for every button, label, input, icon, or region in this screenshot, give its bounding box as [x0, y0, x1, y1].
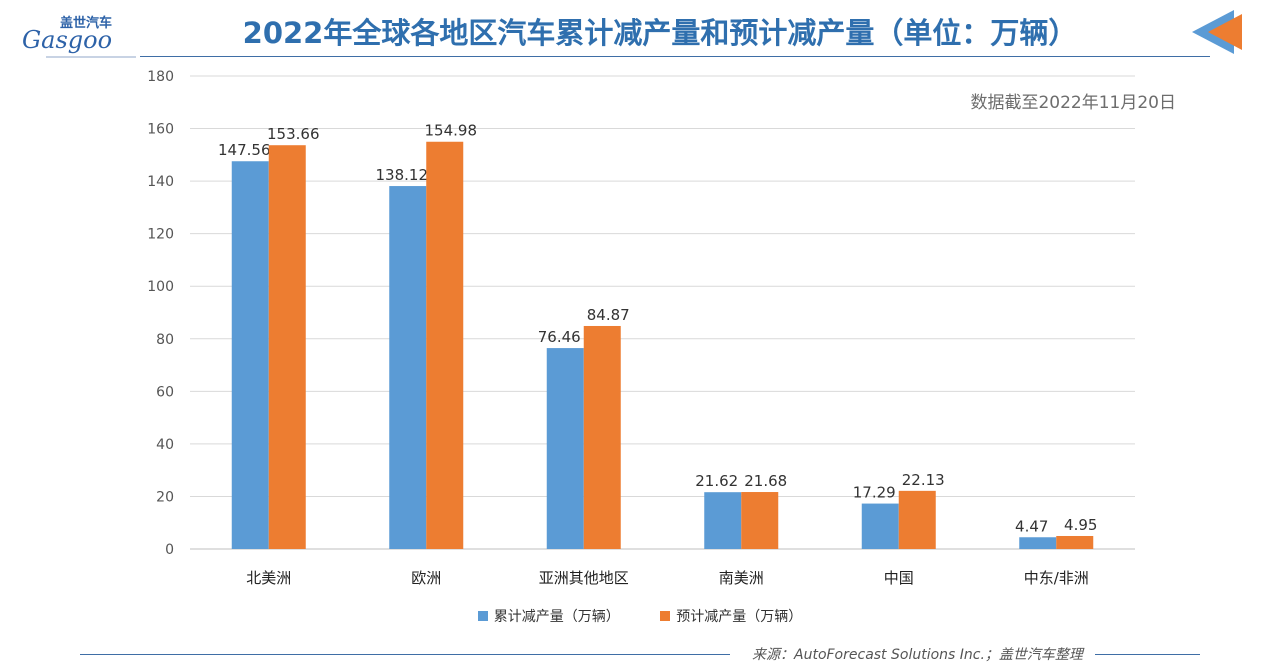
bar-forecast [898, 490, 936, 549]
y-tick-label: 80 [156, 332, 174, 348]
data-label: 138.12 [376, 166, 429, 184]
legend-item-forecast: 预计减产量（万辆） [660, 606, 802, 626]
legend-swatch-forecast [660, 611, 671, 621]
source-divider-left [80, 654, 730, 655]
y-tick-label: 180 [147, 69, 174, 85]
y-tick-label: 140 [147, 174, 174, 190]
x-category-label: 中国 [884, 569, 914, 587]
bar-cumulative [861, 503, 899, 549]
data-label: 22.13 [902, 471, 945, 489]
data-label: 154.98 [425, 122, 478, 140]
bar-forecast [426, 141, 464, 549]
x-category-label: 南美洲 [719, 569, 764, 587]
source-note: 来源：AutoForecast Solutions Inc.；盖世汽车整理 [748, 644, 1087, 664]
x-category-label: 欧洲 [411, 569, 441, 587]
title-divider [140, 56, 1210, 57]
bar-cumulative [1019, 537, 1057, 549]
data-label: 17.29 [853, 484, 896, 502]
data-cutoff-note: 数据截至2022年11月20日 [970, 93, 1176, 113]
chart-title: 2022年全球各地区汽车累计减产量和预计减产量（单位：万辆） [242, 16, 1078, 50]
x-category-label: 中东/非洲 [1024, 569, 1089, 587]
y-tick-label: 60 [156, 384, 174, 400]
bar-forecast [583, 325, 621, 549]
bar-cumulative [231, 161, 269, 549]
x-category-label: 北美洲 [246, 569, 291, 587]
bar-cumulative [389, 186, 427, 549]
data-label: 147.56 [218, 141, 271, 159]
data-label: 153.66 [267, 125, 320, 143]
y-tick-label: 40 [156, 437, 174, 453]
legend-label-forecast: 预计减产量（万辆） [676, 609, 803, 625]
y-tick-label: 0 [165, 542, 174, 558]
x-category-label: 亚洲其他地区 [539, 569, 629, 587]
y-tick-label: 160 [147, 122, 174, 138]
y-tick-label: 100 [147, 279, 174, 295]
y-tick-label: 120 [147, 227, 174, 243]
data-label: 84.87 [587, 306, 630, 324]
logo-underline [46, 56, 136, 58]
bar-forecast [741, 492, 779, 549]
data-label: 4.47 [1015, 517, 1048, 535]
logo-english-name: Gasgoo [22, 26, 113, 54]
corner-arrow-icon [1192, 10, 1242, 54]
chart-legend: 累计减产量（万辆） 预计减产量（万辆） [0, 606, 1280, 626]
source-divider-right [1095, 654, 1200, 655]
legend-label-cumulative: 累计减产量（万辆） [493, 609, 620, 625]
data-label: 21.62 [695, 472, 738, 490]
bar-forecast [1056, 535, 1094, 549]
bar-cumulative [546, 348, 584, 549]
y-tick-label: 20 [156, 489, 174, 505]
data-label: 4.95 [1064, 516, 1097, 534]
legend-item-cumulative: 累计减产量（万辆） [477, 606, 620, 626]
logo-chinese-name: 盖世汽车 [60, 16, 113, 31]
bar-forecast [268, 145, 306, 549]
data-label: 76.46 [538, 328, 581, 346]
gasgoo-logo: 盖世汽车 Gasgoo [16, 12, 136, 64]
legend-swatch-cumulative [477, 611, 488, 621]
data-label: 21.68 [744, 472, 787, 490]
bar-cumulative [704, 492, 742, 549]
